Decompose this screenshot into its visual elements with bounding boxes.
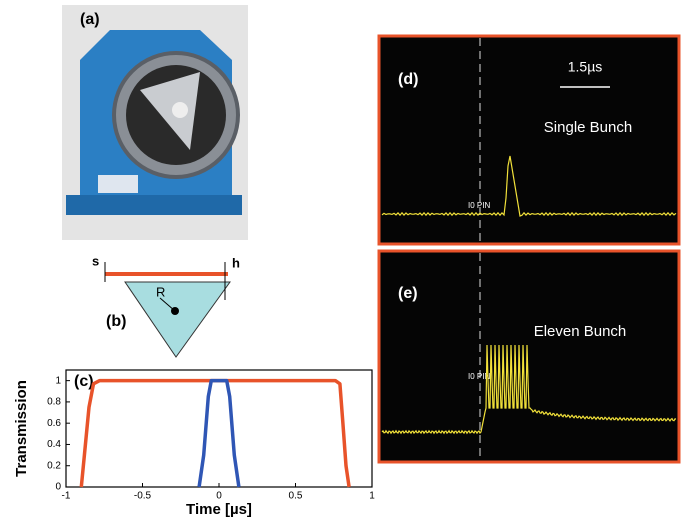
panel-label: (b) [106, 313, 126, 330]
y-tick-label: 0.8 [47, 397, 61, 408]
x-tick-label: -1 [62, 491, 71, 502]
panel-label: (c) [74, 373, 94, 390]
time-scale: 1.5µs [568, 59, 603, 75]
marker-label: I0 PIN [468, 201, 490, 210]
scope-d: (d) 1.5µs Single Bunch I0 PIN [377, 34, 681, 246]
line [79, 378, 351, 488]
y-axis-label: Transmission [13, 380, 30, 477]
x-axis-label: Time [µs] [186, 501, 252, 518]
photo: (a) [62, 5, 248, 240]
scope-title: Single Bunch [544, 119, 632, 136]
y-tick-label: 0.4 [47, 439, 61, 450]
y-tick-label: 0 [55, 482, 61, 493]
chart: -1 -0.5 0 0.5 1 0 0.2 0.4 0.6 0.8 1 Time [µs] Transm… [13, 369, 375, 518]
panel-label: (d) [398, 71, 418, 88]
x-tick-label: 0.5 [289, 491, 303, 502]
h-label: h [232, 255, 240, 270]
trace [381, 155, 677, 217]
line [197, 378, 241, 488]
marker-label: I0 PIN [468, 372, 490, 381]
y-tick-label: 0.2 [47, 460, 61, 471]
y-tick-label: 0.6 [47, 418, 61, 429]
panel-label: (e) [398, 285, 418, 302]
trace [381, 344, 677, 435]
plot-frame [65, 369, 373, 488]
x-tick-label: -0.5 [134, 491, 152, 502]
x-tick-label: 0 [216, 491, 222, 502]
scope-e: (e) Eleven Bunch I0 PIN [377, 249, 681, 464]
diagram: s h R (b) [92, 253, 240, 358]
s-label: s [92, 253, 99, 268]
y-tick-label: 1 [55, 375, 61, 386]
r-label: R [156, 284, 165, 299]
panel-label: (a) [80, 11, 100, 28]
x-tick-label: 1 [369, 491, 375, 502]
scope-title: Eleven Bunch [534, 323, 627, 340]
